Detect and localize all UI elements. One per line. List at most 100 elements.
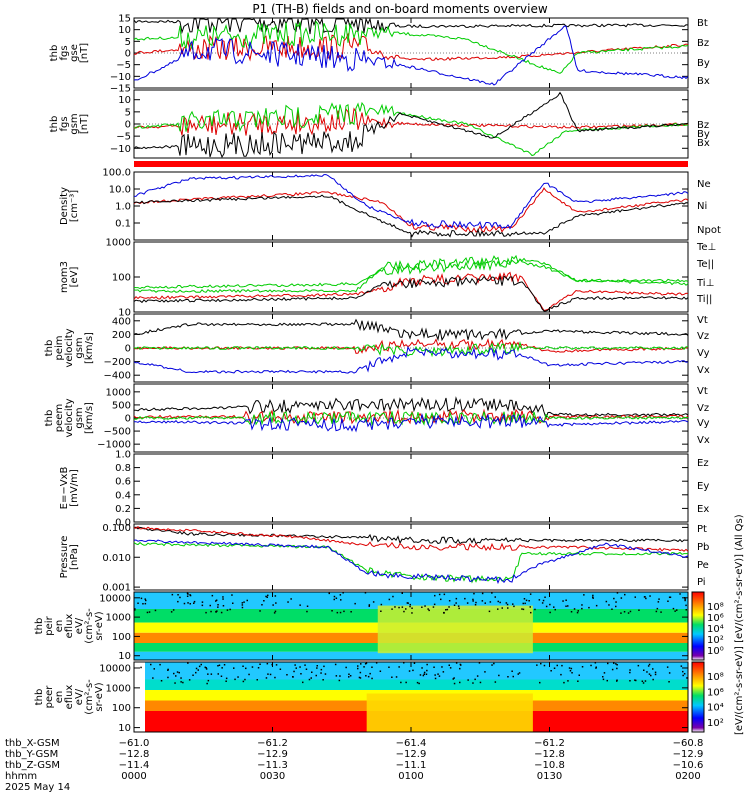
spectrogram-speck bbox=[134, 608, 136, 610]
spectrogram-speck bbox=[498, 674, 500, 677]
spectrogram-speck bbox=[570, 611, 573, 613]
spectrogram-speck bbox=[686, 677, 688, 679]
spectrogram-speck bbox=[438, 593, 441, 596]
x-tick-label: 0200 bbox=[675, 771, 700, 782]
spectrogram-speck bbox=[416, 681, 419, 684]
spectrogram-speck bbox=[205, 668, 208, 670]
spectrogram-speck bbox=[543, 664, 546, 667]
y-tick-label: 0.1 bbox=[115, 219, 131, 230]
spectrogram-speck bbox=[424, 605, 426, 607]
y-tick-label: −10 bbox=[110, 144, 131, 155]
spectrogram-speck bbox=[660, 611, 662, 613]
spectrogram-speck bbox=[394, 606, 396, 608]
spectrogram-speck bbox=[248, 673, 250, 676]
y-tick-label: 0 bbox=[125, 49, 131, 60]
spectrogram-speck bbox=[186, 592, 189, 595]
colorbar-tick-label: 10² bbox=[707, 635, 724, 646]
trace-fgs_gsm-1 bbox=[133, 101, 689, 157]
spectrogram-speck bbox=[499, 601, 501, 604]
spectrogram-speck bbox=[573, 608, 576, 610]
spectrogram-speck bbox=[359, 671, 362, 674]
spectrogram-speck bbox=[215, 599, 218, 601]
y-axis-label: E=−VxB bbox=[59, 467, 70, 510]
spectrogram-speck bbox=[472, 600, 474, 602]
spectrogram-speck bbox=[578, 674, 580, 676]
panel-efield: 1.0 0.8 0.6 0.4 0.2 0.0 E=−VxB [mV/m] Ez Ey Ex bbox=[59, 450, 709, 529]
spectrogram-speck bbox=[388, 666, 390, 668]
spectrogram-speck bbox=[592, 594, 594, 597]
spectrogram-speck bbox=[316, 667, 318, 669]
spectrogram-speck bbox=[349, 675, 352, 677]
spectrogram-speck bbox=[198, 665, 201, 668]
y-tick-label: 10.0 bbox=[109, 185, 131, 196]
colorbar-tick-label: 10⁸ bbox=[707, 602, 724, 613]
spectrogram-speck bbox=[140, 597, 143, 600]
spectrogram-speck bbox=[338, 679, 341, 682]
spectrogram-speck bbox=[489, 601, 492, 603]
spectrogram-speck bbox=[391, 676, 393, 678]
legend-entry: Vy bbox=[697, 348, 710, 359]
spectrogram-speck bbox=[613, 662, 615, 664]
trace-peem_vel-1 bbox=[133, 408, 689, 425]
spectrogram-speck bbox=[150, 663, 152, 666]
spectrogram-speck bbox=[411, 612, 413, 614]
spectrogram-speck bbox=[354, 602, 356, 605]
spectrogram-speck bbox=[455, 602, 457, 604]
spectrogram-speck bbox=[683, 673, 686, 675]
spectrogram-speck bbox=[588, 606, 590, 609]
spectrogram-speck bbox=[581, 666, 584, 668]
panel-peer_spec: 10000 1000 100 10 thb peer en eflux eV/(cm²-s-sr… bbox=[34, 661, 689, 734]
spectrogram-speck bbox=[419, 674, 422, 676]
spectrogram-speck bbox=[182, 681, 184, 684]
spectrogram-speck bbox=[217, 673, 219, 675]
spectrogram-speck bbox=[222, 596, 224, 598]
spectrogram-speck bbox=[192, 674, 194, 676]
spectrogram-speck bbox=[259, 663, 261, 665]
spectrogram-speck bbox=[581, 607, 583, 610]
spectrogram-speck bbox=[685, 604, 687, 607]
spectrogram-speck bbox=[511, 670, 513, 672]
spectrogram-speck bbox=[530, 611, 532, 614]
y-tick-label: 10 bbox=[118, 95, 131, 106]
spectrogram-speck bbox=[175, 675, 177, 677]
spectrogram-speck bbox=[565, 599, 567, 601]
y-tick-label: 5 bbox=[125, 37, 131, 48]
trace-density-0 bbox=[133, 187, 689, 233]
spectrogram-speck bbox=[595, 666, 597, 668]
spectrogram-speck bbox=[674, 610, 676, 612]
spectrogram-speck bbox=[401, 592, 403, 594]
spectrogram-speck bbox=[654, 671, 657, 674]
spectrogram-speck bbox=[623, 611, 626, 613]
trace-pressure-1 bbox=[133, 526, 689, 552]
colorbar-tick-label: 10⁴ bbox=[707, 703, 724, 714]
spectrogram-speck bbox=[229, 608, 231, 611]
spectrogram-speck bbox=[667, 600, 669, 602]
spectrogram-speck bbox=[392, 595, 394, 598]
spectrogram-speck bbox=[488, 610, 491, 613]
spectrogram-region bbox=[366, 693, 533, 732]
spectrogram-speck bbox=[443, 611, 445, 614]
spectrogram-speck bbox=[448, 664, 450, 666]
spectrogram-speck bbox=[371, 666, 373, 668]
x-tick-label: −12.9 bbox=[257, 749, 288, 760]
spectrogram-speck bbox=[512, 675, 514, 678]
y-tick-label: 0.2 bbox=[115, 504, 131, 515]
spectrogram-band bbox=[145, 662, 688, 680]
colorbar-tick-label: 10⁶ bbox=[707, 613, 724, 624]
y-axis-label: gsm bbox=[69, 113, 80, 134]
spectrogram-speck bbox=[167, 668, 169, 671]
spectrogram-speck bbox=[544, 596, 546, 598]
x-tick-label: −12.9 bbox=[396, 749, 427, 760]
y-tick-label: 100 bbox=[112, 273, 131, 284]
y-tick-label: 15 bbox=[118, 14, 131, 25]
spectrogram-speck bbox=[398, 606, 400, 609]
spectrogram-speck bbox=[629, 610, 632, 613]
spectrogram-speck bbox=[189, 603, 191, 605]
spectrogram-speck bbox=[348, 673, 350, 675]
y-axis-label: peem bbox=[54, 404, 65, 432]
spectrogram-speck bbox=[613, 597, 615, 600]
y-axis-label: [cm⁻³] bbox=[69, 190, 80, 222]
colorbar-tick-label: 10⁸ bbox=[707, 672, 724, 683]
spectrogram-speck bbox=[266, 596, 268, 598]
